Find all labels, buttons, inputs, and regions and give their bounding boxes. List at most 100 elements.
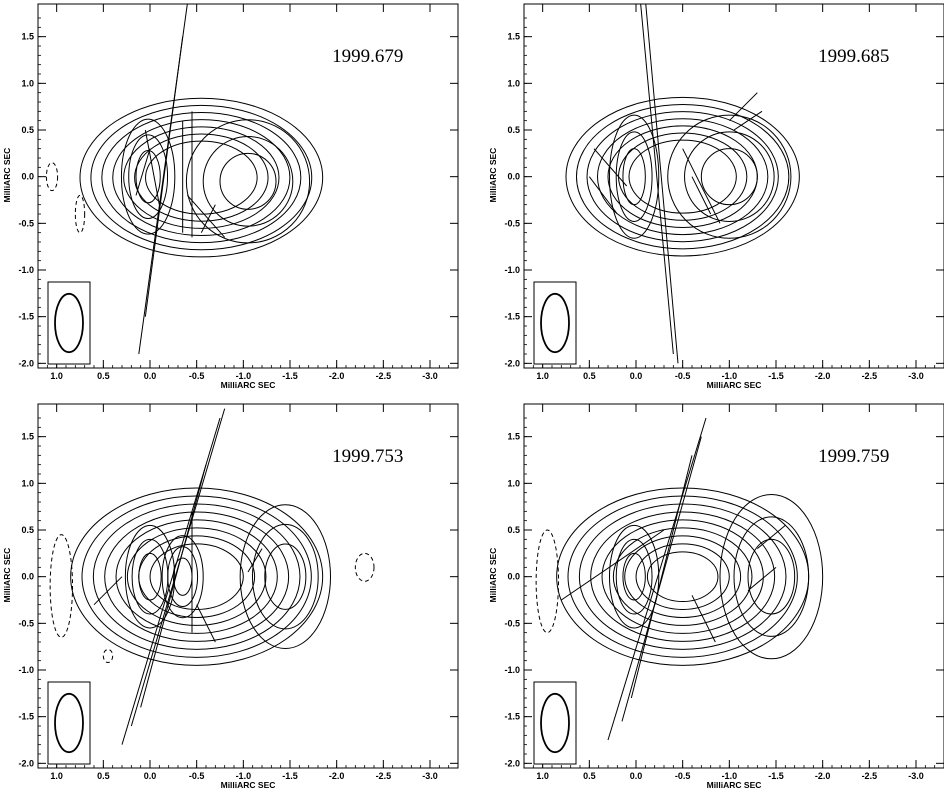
polarization-vector [630, 455, 693, 699]
polarization-vector [593, 148, 628, 187]
x-tick-label: 0.5 [583, 771, 596, 781]
negative-contour [74, 194, 86, 234]
y-axis-title: MilliARC SEC [2, 548, 12, 603]
x-tick-label: -1.5 [282, 371, 298, 381]
x-axis-title: MilliARC SEC [221, 780, 276, 790]
polarization-vector [140, 464, 207, 708]
contour-line [70, 487, 324, 666]
plot-area [49, 408, 375, 745]
x-tick-label: 0.0 [630, 371, 643, 381]
contour-line [615, 131, 653, 222]
y-tick-label: -2.0 [504, 358, 520, 368]
y-axis-title: MilliARC SEC [2, 148, 12, 203]
y-tick-label: -0.5 [18, 218, 34, 228]
x-tick-label: -0.5 [675, 771, 691, 781]
contour-line [747, 538, 796, 615]
x-tick-label: -1.0 [236, 371, 252, 381]
y-tick-label: 1.0 [507, 78, 520, 88]
negative-contour [535, 529, 560, 634]
y-tick-label: 0.5 [507, 125, 520, 135]
contour-line [601, 519, 764, 634]
x-tick-label: -3.0 [908, 771, 924, 781]
contour-line [586, 111, 779, 243]
y-tick-label: -1.5 [18, 712, 34, 722]
x-tick-label: 1.0 [50, 371, 63, 381]
y-tick-label: -1.0 [18, 265, 34, 275]
y-tick-label: 0.5 [21, 125, 34, 135]
polarization-vector [186, 195, 226, 238]
contour-line [128, 134, 169, 219]
contour-line [149, 543, 244, 610]
contour-line [251, 523, 319, 630]
polarization-vector [607, 417, 707, 741]
x-tick-label: 1.0 [50, 771, 63, 781]
y-tick-label: 1.5 [507, 432, 520, 442]
contour-line [615, 538, 653, 615]
epoch-label: 1999.679 [332, 46, 403, 67]
x-tick-label: -2.0 [329, 771, 345, 781]
y-tick-label: 0.0 [507, 572, 520, 582]
contour-line [145, 140, 258, 215]
y-tick-label: -2.0 [18, 758, 34, 768]
contour-line [90, 104, 313, 251]
negative-contour [45, 162, 59, 192]
x-tick-label: 1.0 [536, 771, 549, 781]
contour-line [628, 139, 737, 214]
map-panel-3: 1.0 0.5 0.0 -0.5 -1.0 -1.5 -2.0 -2.5 -3.0 1.5 1.0 0… [2, 403, 459, 790]
beam-ellipse [54, 692, 84, 754]
contour-line [608, 114, 660, 239]
map-panel-4: 1.0 0.5 0.0 -0.5 -1.0 -1.5 -2.0 -2.5 -3.0 1.5 1.0 0… [488, 403, 944, 790]
polarization-vector [621, 436, 702, 722]
y-tick-label: 1.5 [21, 432, 34, 442]
contour-line [120, 118, 176, 235]
x-tick-label: -1.5 [768, 771, 784, 781]
x-tick-label: 0.0 [144, 371, 157, 381]
y-tick-label: -1.5 [504, 312, 520, 322]
epoch-label: 1999.753 [332, 446, 403, 467]
x-tick-label: -2.5 [862, 771, 878, 781]
y-tick-label: 1.0 [21, 478, 34, 488]
x-tick-label: -0.5 [189, 771, 205, 781]
polarization-vector [247, 548, 263, 573]
contour-line [115, 519, 278, 634]
polarization-vector [682, 148, 721, 224]
y-tick-label: 0.0 [507, 172, 520, 182]
contour-line [123, 126, 280, 229]
contour-line [79, 97, 324, 258]
contour-line [608, 524, 660, 629]
y-tick-label: 1.0 [21, 78, 34, 88]
x-tick-label: -0.5 [675, 371, 691, 381]
y-tick-label: 0.5 [21, 525, 34, 535]
y-tick-label: -0.5 [504, 618, 520, 628]
x-tick-label: -1.0 [722, 771, 738, 781]
y-tick-label: 0.0 [21, 572, 34, 582]
epoch-label: 1999.759 [818, 446, 889, 467]
polarization-vector [144, 129, 160, 205]
contour-line [719, 494, 824, 660]
contour-line [612, 527, 753, 626]
x-tick-label: -2.5 [376, 771, 392, 781]
contour-line [161, 535, 204, 619]
y-tick-label: -1.5 [504, 712, 520, 722]
x-tick-label: -1.5 [282, 771, 298, 781]
y-tick-label: -1.5 [18, 312, 34, 322]
contour-line [202, 136, 294, 227]
beam-ellipse [540, 292, 570, 354]
contour-line [124, 524, 176, 629]
y-tick-label: 0.5 [507, 525, 520, 535]
contour-line [590, 511, 776, 642]
polarization-vector [691, 176, 712, 215]
x-tick-label: -3.0 [908, 371, 924, 381]
contour-line [576, 103, 790, 250]
x-tick-label: -3.0 [422, 771, 438, 781]
contour-line [167, 546, 199, 608]
polarization-vector [757, 524, 786, 550]
x-tick-label: -3.0 [422, 371, 438, 381]
contour-line [101, 112, 302, 244]
x-tick-label: 0.0 [144, 771, 157, 781]
contour-line [700, 148, 758, 206]
y-tick-label: -1.0 [504, 265, 520, 275]
contour-line [618, 132, 748, 221]
y-axis-title: MilliARC SEC [488, 548, 498, 603]
beam-ellipse [54, 292, 84, 354]
